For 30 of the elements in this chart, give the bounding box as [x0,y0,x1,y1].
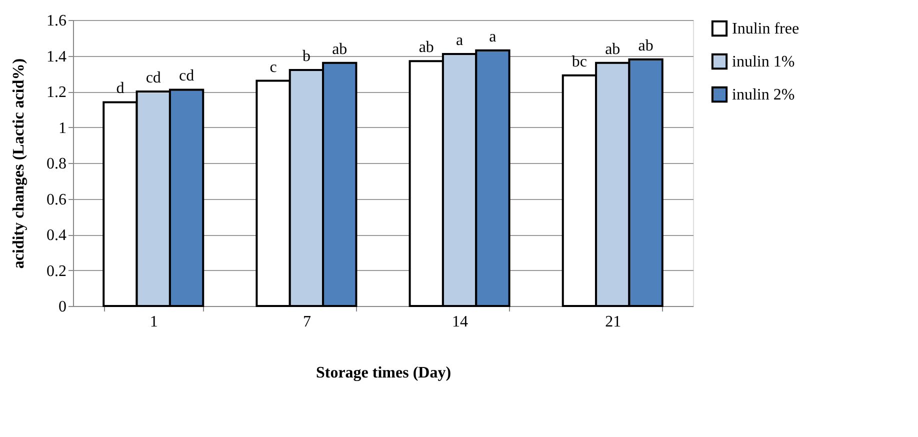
x-tick-label: 21 [605,314,622,330]
x-tick-label: 14 [452,314,468,330]
x-tick-label: 7 [302,314,311,330]
data-label: ab [332,40,348,58]
data-label: cd [178,68,194,85]
data-label: a [489,28,496,46]
legend-label: Inulin free [732,20,800,38]
x-axis-title: Storage times (Day) [316,364,452,382]
y-tick-label: 0 [58,298,66,316]
data-label: bc [572,53,588,70]
y-tick-label: 0.6 [46,191,66,208]
data-label: ab [605,40,620,58]
data-label: d [116,80,124,98]
data-label: c [270,58,277,76]
y-tick-label: 1 [58,120,66,137]
data-label: ab [638,37,654,54]
data-label: ab [418,39,434,56]
legend-label: inulin 2% [732,86,795,104]
y-tick-label: 0.8 [46,156,66,172]
y-tick-label: 1.4 [46,48,66,66]
data-label: a [456,32,464,49]
x-tick-label: 1 [150,314,158,330]
y-tick-label: 1.6 [46,12,66,30]
y-axis-title: acidity changes (Lactic acid%) [10,58,28,269]
data-label: cd [146,70,161,86]
data-label: b [302,48,310,66]
legend-label: inulin 1% [732,54,795,70]
y-tick-label: 0.2 [46,262,66,280]
y-tick-label: 0.4 [46,227,66,244]
y-tick-label: 1.2 [46,84,66,101]
